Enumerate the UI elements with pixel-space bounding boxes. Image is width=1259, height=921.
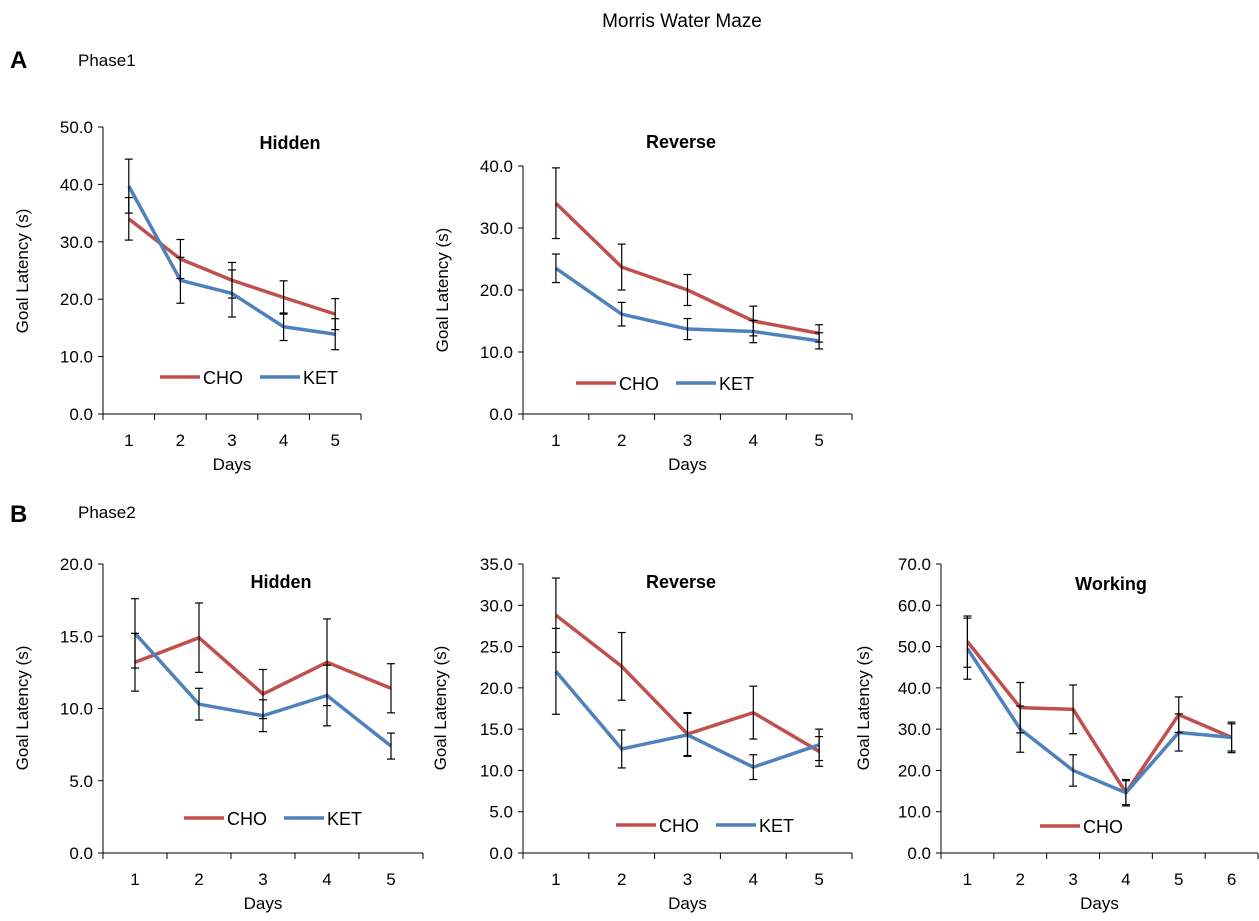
chart-4-legend-label-ket: KET: [759, 816, 794, 836]
figure-title: Morris Water Maze: [602, 11, 762, 32]
chart-5: 0.0 10.0 20.0 30.0 40.0 50.0 60.0 70.0 1 2 3 4 5 6 Day…: [854, 555, 1259, 913]
chart-5-x-tick-label: 3: [1068, 870, 1077, 889]
chart-2-y-tick-label: 40.0: [480, 157, 513, 176]
chart-1-x-axis-label: Days: [213, 455, 252, 474]
chart-2-x-tick-label: 5: [814, 431, 823, 450]
chart-4-y-tick-label: 5.0: [489, 803, 513, 822]
panel-b-label: Phase2: [78, 503, 136, 522]
chart-1-title: Hidden: [260, 133, 321, 153]
chart-5-y-tick-label: 70.0: [898, 555, 931, 574]
chart-1-y-tick-label: 0.0: [69, 405, 93, 424]
chart-4-y-tick-label: 10.0: [480, 761, 513, 780]
chart-3-x-axis-label: Days: [244, 894, 283, 913]
panel-a-label: Phase1: [78, 51, 136, 70]
chart-4-y-axis-label: Goal Latency (s): [431, 646, 450, 771]
chart-4-legend-label-cho: CHO: [659, 816, 699, 836]
chart-3-x-tick-label: 4: [322, 870, 331, 889]
chart-1-y-axis-label: Goal Latency (s): [13, 209, 32, 334]
chart-3-legend-label-ket: KET: [327, 809, 362, 829]
chart-2-x-axis-label: Days: [668, 455, 707, 474]
chart-2-legend-label-cho: CHO: [619, 374, 659, 394]
panel-b-letter: B: [10, 501, 27, 528]
chart-2-x-tick-label: 4: [749, 431, 758, 450]
chart-4-x-tick-label: 2: [617, 870, 626, 889]
chart-4-x-tick-label: 1: [551, 870, 560, 889]
panel-a-letter: A: [10, 47, 27, 74]
chart-1-legend-label-ket: KET: [303, 368, 338, 388]
chart-2-y-tick-label: 30.0: [480, 219, 513, 238]
chart-3-y-tick-label: 15.0: [60, 627, 93, 646]
chart-1: 0.0 10.0 20.0 30.0 40.0 50.0 1 2 3 4 5 Days Goal Lat…: [13, 118, 362, 474]
chart-5-x-tick-label: 4: [1121, 870, 1130, 889]
chart-3-x-tick-label: 1: [130, 870, 139, 889]
chart-1-y-tick-label: 20.0: [60, 290, 93, 309]
chart-3-y-tick-label: 10.0: [60, 700, 93, 719]
chart-5-series-ket-line: [965, 647, 1232, 795]
chart-2-y-tick-label: 10.0: [480, 343, 513, 362]
chart-5-x-axis-label: Days: [1080, 894, 1119, 913]
chart-4-y-tick-label: 30.0: [480, 596, 513, 615]
chart-3-x-tick-label: 5: [386, 870, 395, 889]
chart-2-y-tick-label: 20.0: [480, 281, 513, 300]
chart-5-series-cho-line: [966, 640, 1233, 795]
chart-1-x-tick-label: 1: [124, 431, 133, 450]
chart-5-x-tick-label: 2: [1016, 870, 1025, 889]
chart-1-y-tick-label: 10.0: [60, 348, 93, 367]
chart-5-y-tick-label: 40.0: [898, 679, 931, 698]
chart-4: 0.0 5.0 10.0 15.0 20.0 25.0 30.0 35.0 1 2 3 4 5 Days G…: [431, 555, 853, 913]
chart-5-x-tick-label: 1: [963, 870, 972, 889]
chart-3-legend-label-cho: CHO: [227, 809, 267, 829]
chart-4-x-tick-label: 5: [814, 870, 823, 889]
chart-4-x-tick-label: 4: [749, 870, 758, 889]
chart-1-x-tick-label: 5: [330, 431, 339, 450]
chart-2-series-cho-line: [554, 201, 820, 336]
chart-1-y-tick-label: 30.0: [60, 233, 93, 252]
chart-3-x-tick-label: 2: [194, 870, 203, 889]
chart-3-x-tick-label: 3: [258, 870, 267, 889]
chart-3: 0.0 5.0 10.0 15.0 20.0 1 2 3 4 5 Days Goal Latency …: [13, 555, 424, 913]
chart-1-legend-label-cho: CHO: [203, 368, 243, 388]
chart-5-x-tick-label: 5: [1174, 870, 1183, 889]
chart-3-y-axis-label: Goal Latency (s): [13, 646, 32, 771]
chart-4-y-tick-label: 35.0: [480, 555, 513, 574]
chart-4-y-tick-label: 20.0: [480, 679, 513, 698]
chart-4-x-axis-label: Days: [668, 894, 707, 913]
chart-3-y-tick-label: 0.0: [69, 844, 93, 863]
chart-5-legend-label-cho: CHO: [1083, 817, 1123, 837]
chart-1-y-tick-label: 50.0: [60, 118, 93, 137]
chart-4-y-tick-label: 25.0: [480, 638, 513, 657]
chart-5-y-tick-label: 50.0: [898, 638, 931, 657]
chart-5-y-axis-label: Goal Latency (s): [854, 646, 873, 771]
chart-5-y-tick-label: 60.0: [898, 596, 931, 615]
chart-4-y-tick-label: 0.0: [489, 844, 513, 863]
chart-5-x-tick-label: 6: [1227, 870, 1236, 889]
chart-4-x-tick-label: 3: [683, 870, 692, 889]
chart-5-y-tick-label: 20.0: [898, 761, 931, 780]
chart-2-title: Reverse: [646, 132, 716, 152]
chart-5-y-tick-label: 30.0: [898, 720, 931, 739]
chart-2-y-axis-label: Goal Latency (s): [433, 228, 452, 353]
chart-1-x-tick-label: 4: [279, 431, 288, 450]
chart-4-y-tick-label: 15.0: [480, 720, 513, 739]
chart-1-y-tick-label: 40.0: [60, 175, 93, 194]
chart-3-y-tick-label: 5.0: [69, 772, 93, 791]
chart-5-title: Working: [1075, 574, 1147, 594]
chart-5-y-tick-label: 10.0: [898, 803, 931, 822]
chart-2-legend-label-ket: KET: [719, 374, 754, 394]
chart-2: 0.0 10.0 20.0 30.0 40.0 1 2 3 4 5 Days Goal Latency…: [433, 132, 853, 474]
chart-1-x-tick-label: 2: [176, 431, 185, 450]
chart-2-x-tick-label: 1: [551, 431, 560, 450]
chart-1-x-tick-label: 3: [227, 431, 236, 450]
chart-5-y-tick-label: 0.0: [907, 844, 931, 863]
chart-4-title: Reverse: [646, 572, 716, 592]
chart-2-x-tick-label: 2: [617, 431, 626, 450]
chart-2-x-tick-label: 3: [683, 431, 692, 450]
chart-2-y-tick-label: 0.0: [489, 405, 513, 424]
chart-3-title: Hidden: [251, 572, 312, 592]
chart-3-y-tick-label: 20.0: [60, 555, 93, 574]
